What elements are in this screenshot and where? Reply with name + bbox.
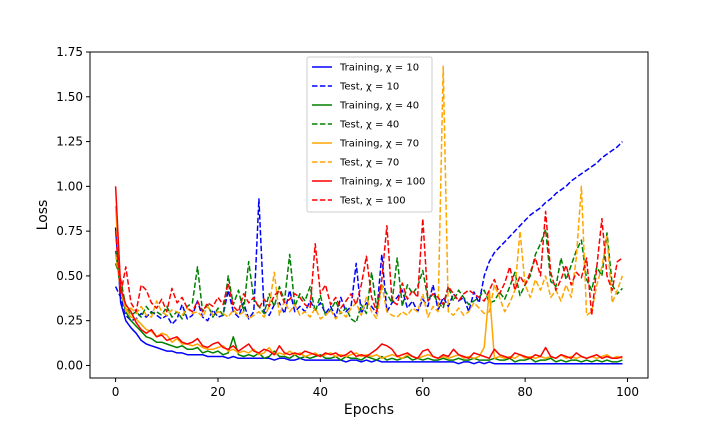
- plot-frame: [89, 51, 649, 379]
- x-tick-label: 60: [415, 385, 430, 399]
- y-tick-label: 0.75: [56, 224, 83, 238]
- legend-label-training-chi-40: Training, χ = 40: [339, 101, 419, 112]
- x-axis-title: Epochs: [344, 402, 394, 418]
- y-tick-label: 0.00: [56, 358, 83, 372]
- x-axis: 0 20 40 60 80 100: [112, 378, 639, 399]
- y-tick-label: 0.50: [56, 269, 83, 283]
- series-test-chi-100: [114, 210, 623, 317]
- y-axis: 0.00 0.25 0.50 0.75 1.00 1.25 1.50 1.75: [56, 45, 90, 372]
- x-tick-label: 80: [517, 385, 532, 399]
- x-tick-label: 0: [112, 385, 120, 399]
- series-training-chi-40: [114, 250, 623, 363]
- y-tick-label: 1.50: [56, 90, 83, 104]
- y-tick-label: 1.75: [56, 45, 83, 59]
- series-test-chi-40: [114, 228, 623, 324]
- x-tick-label: 20: [210, 385, 225, 399]
- legend-label-test-chi-10: Test, χ = 10: [339, 82, 399, 93]
- series-test-chi-10: [114, 141, 623, 326]
- series-layer: [114, 65, 624, 365]
- x-tick-label: 40: [313, 385, 328, 399]
- series-training-chi-10: [114, 227, 623, 365]
- legend-label-test-chi-100: Test, χ = 100: [339, 196, 406, 207]
- series-training-chi-100: [114, 186, 623, 360]
- legend-label-test-chi-70: Test, χ = 70: [339, 158, 399, 169]
- y-tick-label: 1.00: [56, 179, 83, 193]
- y-tick-label: 1.25: [56, 135, 83, 149]
- legend-label-training-chi-100: Training, χ = 100: [339, 177, 425, 188]
- legend-label-training-chi-10: Training, χ = 10: [339, 63, 419, 74]
- legend-label-training-chi-70: Training, χ = 70: [339, 139, 419, 150]
- legend-box: [306, 56, 433, 213]
- series-test-chi-70: [114, 65, 624, 320]
- legend-label-test-chi-40: Test, χ = 40: [339, 120, 399, 131]
- x-tick-label: 100: [616, 385, 639, 399]
- y-axis-title: Loss: [35, 200, 51, 231]
- y-tick-label: 0.25: [56, 314, 83, 328]
- legend: Training, χ = 10 Test, χ = 10 Training, χ …: [306, 56, 433, 213]
